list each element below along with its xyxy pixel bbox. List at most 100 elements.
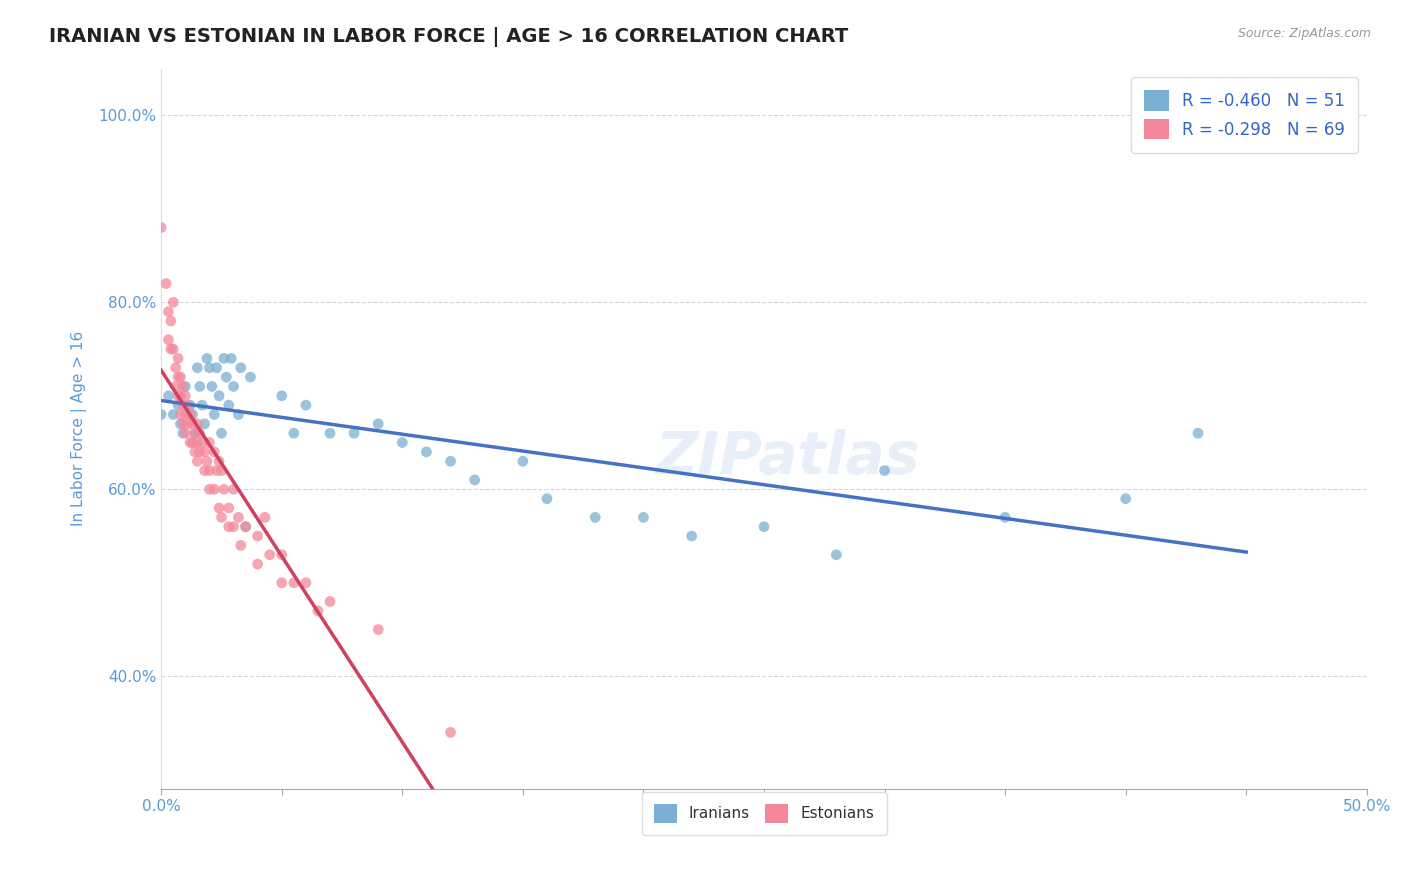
Point <box>177 417 200 431</box>
Point <box>198 483 221 497</box>
Point <box>162 408 184 422</box>
Point <box>218 398 240 412</box>
Point <box>873 464 896 478</box>
Point <box>195 351 218 366</box>
Point <box>270 548 292 562</box>
Point <box>212 483 235 497</box>
Point <box>253 510 276 524</box>
Point <box>1187 426 1209 441</box>
Point <box>160 342 183 356</box>
Point <box>246 557 269 571</box>
Point <box>211 426 233 441</box>
Point <box>222 519 245 533</box>
Point <box>201 379 224 393</box>
Point <box>167 351 190 366</box>
Point <box>228 408 250 422</box>
Point <box>165 379 187 393</box>
Point <box>169 370 191 384</box>
Point <box>150 220 173 235</box>
Point <box>208 501 231 516</box>
Legend: Iranians, Estonians: Iranians, Estonians <box>641 792 887 835</box>
Point <box>228 510 250 524</box>
Point <box>464 473 486 487</box>
Point <box>439 725 461 739</box>
Point <box>174 408 197 422</box>
Point <box>174 389 197 403</box>
Point <box>162 295 184 310</box>
Point <box>439 454 461 468</box>
Point <box>222 483 245 497</box>
Point <box>239 370 262 384</box>
Point <box>270 575 292 590</box>
Point <box>194 445 217 459</box>
Point <box>167 389 190 403</box>
Point <box>165 360 187 375</box>
Text: ZIPatlas: ZIPatlas <box>655 429 921 486</box>
Point <box>367 623 389 637</box>
Point <box>179 408 201 422</box>
Point <box>235 519 257 533</box>
Point <box>169 408 191 422</box>
Point <box>1115 491 1137 506</box>
Point <box>583 510 606 524</box>
Point <box>633 510 655 524</box>
Point <box>208 454 231 468</box>
Point <box>186 360 208 375</box>
Point <box>229 538 252 552</box>
Point <box>211 510 233 524</box>
Point <box>179 435 201 450</box>
Point <box>307 604 329 618</box>
Point <box>415 445 437 459</box>
Point <box>184 445 207 459</box>
Point <box>994 510 1017 524</box>
Point <box>191 435 214 450</box>
Point <box>319 594 342 608</box>
Point <box>215 370 238 384</box>
Point <box>162 342 184 356</box>
Text: IRANIAN VS ESTONIAN IN LABOR FORCE | AGE > 16 CORRELATION CHART: IRANIAN VS ESTONIAN IN LABOR FORCE | AGE… <box>49 27 848 46</box>
Point <box>181 408 204 422</box>
Point <box>319 426 342 441</box>
Point <box>177 398 200 412</box>
Point <box>295 575 318 590</box>
Point <box>157 389 180 403</box>
Point <box>160 314 183 328</box>
Point <box>825 548 848 562</box>
Point <box>391 435 413 450</box>
Point <box>174 426 197 441</box>
Point <box>202 483 225 497</box>
Point <box>235 519 257 533</box>
Point <box>367 417 389 431</box>
Point <box>202 445 225 459</box>
Point <box>172 417 194 431</box>
Point <box>172 379 194 393</box>
Point <box>157 333 180 347</box>
Point <box>184 426 207 441</box>
Point <box>681 529 703 543</box>
Point <box>194 417 217 431</box>
Point <box>270 389 292 403</box>
Point <box>184 426 207 441</box>
Point <box>186 454 208 468</box>
Point <box>157 304 180 318</box>
Point <box>283 426 305 441</box>
Point <box>211 464 233 478</box>
Point <box>198 435 221 450</box>
Point <box>191 398 214 412</box>
Point <box>194 464 217 478</box>
Point <box>181 417 204 431</box>
Point <box>219 351 242 366</box>
Point <box>155 277 177 291</box>
Point <box>169 417 191 431</box>
Point <box>198 360 221 375</box>
Point <box>150 408 173 422</box>
Point <box>188 379 211 393</box>
Point <box>181 435 204 450</box>
Point <box>259 548 281 562</box>
Point <box>186 417 208 431</box>
Point <box>186 435 208 450</box>
Text: Source: ZipAtlas.com: Source: ZipAtlas.com <box>1237 27 1371 40</box>
Point <box>174 379 197 393</box>
Point <box>218 519 240 533</box>
Point <box>229 360 252 375</box>
